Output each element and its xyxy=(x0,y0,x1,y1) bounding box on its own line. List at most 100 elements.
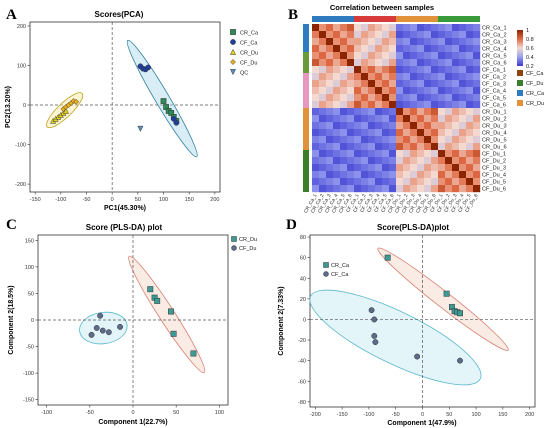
heatmap-cell xyxy=(473,122,481,130)
heatmap-cell xyxy=(417,164,425,172)
legend-marker xyxy=(229,48,237,55)
row-label: CF_Du_4 xyxy=(482,172,506,178)
heatmap-cell xyxy=(333,73,341,81)
heatmap-cell xyxy=(459,157,467,165)
x-tick-label: 200 xyxy=(210,197,219,203)
heatmap-cell xyxy=(445,80,453,88)
y-tick-label: -200 xyxy=(15,182,26,188)
heatmap-cell xyxy=(340,136,348,144)
heatmap-cell xyxy=(403,115,411,123)
heatmap-cell xyxy=(361,66,369,74)
heatmap-cell xyxy=(396,94,404,102)
column-group-bar xyxy=(438,16,480,22)
y-tick-label: 80 xyxy=(300,235,306,241)
heatmap-cell xyxy=(389,87,397,95)
heatmap-cell xyxy=(403,24,411,32)
heatmap-cell xyxy=(452,31,460,39)
data-point xyxy=(173,119,180,126)
heatmap-cell xyxy=(375,129,383,137)
data-point xyxy=(457,310,463,317)
heatmap-cell xyxy=(466,122,474,130)
heatmap-cell xyxy=(354,171,362,179)
heatmap-cell xyxy=(389,31,397,39)
heatmap-cell xyxy=(452,178,460,186)
row-label: CR_Du_3 xyxy=(482,123,507,129)
heatmap-cell xyxy=(473,59,481,67)
heatmap-cell xyxy=(333,143,341,151)
heatmap-cell xyxy=(410,122,418,130)
heatmap-cell xyxy=(354,150,362,158)
heatmap-cell xyxy=(403,87,411,95)
heatmap-cell xyxy=(424,108,432,116)
heatmap-cell xyxy=(410,24,418,32)
heatmap-cell xyxy=(452,80,460,88)
heatmap-cell xyxy=(340,59,348,67)
heatmap-cell xyxy=(354,122,362,130)
heatmap-cell xyxy=(473,80,481,88)
data-point xyxy=(147,286,154,293)
heatmap-cell xyxy=(312,73,320,81)
heatmap-cell xyxy=(347,52,355,60)
y-tick-label: 0 xyxy=(31,318,34,324)
legend-marker xyxy=(323,262,329,268)
heatmap-cell xyxy=(312,129,320,137)
heatmap-cell xyxy=(466,178,474,186)
heatmap-cell xyxy=(438,143,446,151)
heatmap-cell xyxy=(382,136,390,144)
data-point xyxy=(170,116,177,122)
heatmap-cell xyxy=(473,52,481,60)
heatmap-cell xyxy=(431,122,439,130)
heatmap-cell xyxy=(326,31,334,39)
heatmap-cell xyxy=(382,66,390,74)
heatmap-cell xyxy=(312,171,320,179)
row-group-bar xyxy=(303,150,309,192)
heatmap-cell xyxy=(452,59,460,67)
heatmap-cell xyxy=(417,45,425,53)
heatmap-cell xyxy=(389,157,397,165)
heatmap-cell xyxy=(389,122,397,130)
heatmap-cell xyxy=(452,108,460,116)
heatmap-cell xyxy=(473,38,481,46)
heatmap-cell xyxy=(312,52,320,60)
x-tick-label: -100 xyxy=(55,197,66,203)
confidence-ellipse xyxy=(128,255,206,374)
heatmap-cell xyxy=(326,150,334,158)
heatmap-cell xyxy=(368,171,376,179)
heatmap-cell xyxy=(459,24,467,32)
heatmap-cell xyxy=(403,122,411,130)
heatmap-cell xyxy=(417,122,425,130)
heatmap-cell xyxy=(431,108,439,116)
heatmap-cell xyxy=(459,122,467,130)
row-label: CF_Ca_5 xyxy=(482,95,506,101)
row-label: CF_Du_3 xyxy=(482,165,506,171)
heatmap-cell xyxy=(319,164,327,172)
heatmap-cell xyxy=(417,150,425,158)
heatmap-cell xyxy=(375,45,383,53)
heatmap-cell xyxy=(340,115,348,123)
heatmap-cell xyxy=(375,171,383,179)
heatmap-cell xyxy=(445,73,453,81)
heatmap-cell xyxy=(466,31,474,39)
heatmap-cell xyxy=(445,45,453,53)
heatmap-cell xyxy=(410,45,418,53)
heatmap-cell xyxy=(452,136,460,144)
heatmap-cell xyxy=(375,31,383,39)
heatmap-cell xyxy=(410,80,418,88)
heatmap-cell xyxy=(319,171,327,179)
heatmap-cell xyxy=(445,52,453,60)
legend: CR_Ca CF_Ca xyxy=(323,262,350,278)
heatmap-cell xyxy=(410,73,418,81)
heatmap-cell xyxy=(340,150,348,158)
x-tick-label: -50 xyxy=(392,412,400,418)
y-tick-label: 40 xyxy=(300,276,306,282)
heatmap-cell xyxy=(319,108,327,116)
heatmap-cell xyxy=(340,171,348,179)
heatmap-cell xyxy=(431,24,439,32)
heatmap-cell xyxy=(326,164,334,172)
heatmap-cell xyxy=(403,129,411,137)
heatmap-cell xyxy=(347,66,355,74)
legend-swatch xyxy=(517,70,523,76)
legend-label: CF_Ca xyxy=(331,272,349,278)
heatmap-cell xyxy=(466,87,474,95)
heatmap-cell xyxy=(382,73,390,81)
